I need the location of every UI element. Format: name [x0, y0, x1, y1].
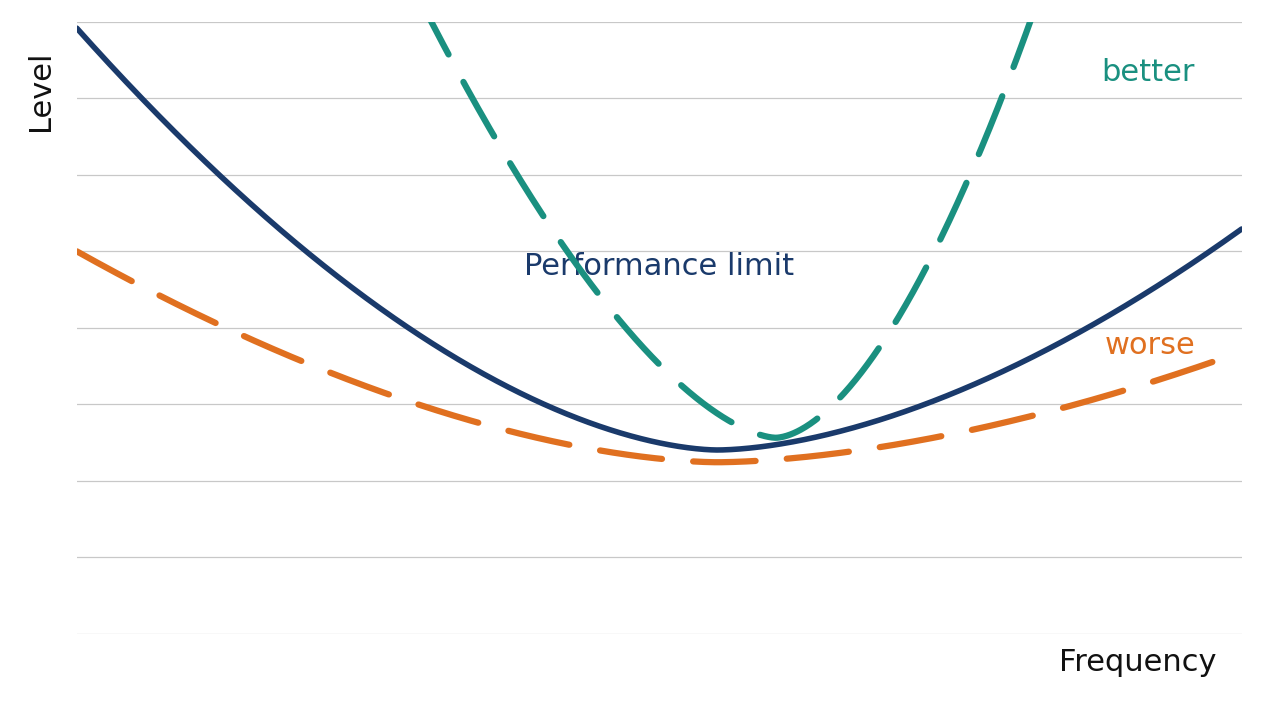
Text: Level: Level [26, 50, 55, 131]
Text: better: better [1102, 58, 1196, 87]
Text: Performance limit: Performance limit [524, 252, 795, 281]
Text: worse: worse [1105, 331, 1196, 361]
Text: Frequency: Frequency [1059, 648, 1216, 677]
